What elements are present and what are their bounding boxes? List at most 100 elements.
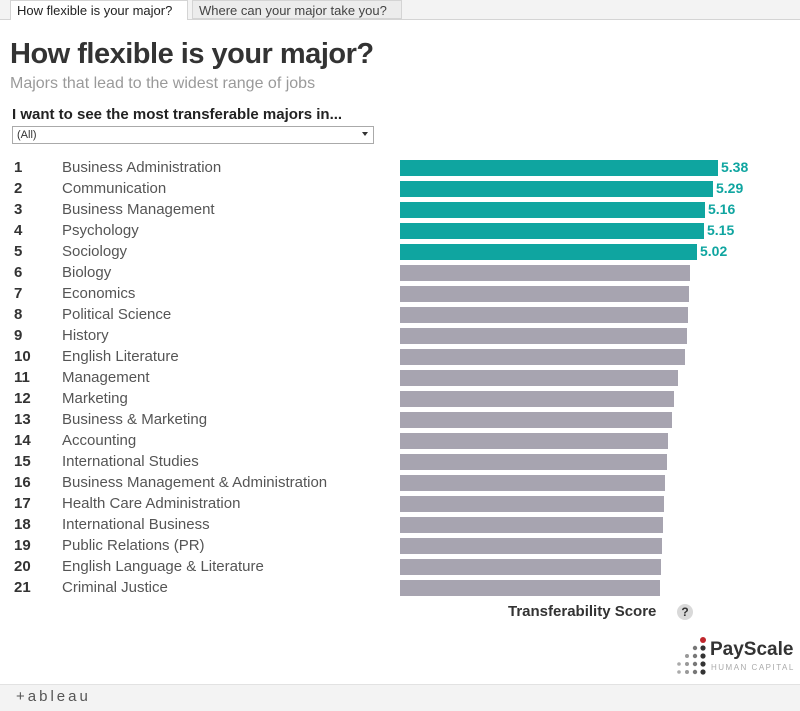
rank-label: 10 bbox=[14, 348, 31, 365]
chart-row[interactable]: 20 English Language & Literature bbox=[0, 557, 800, 578]
bar[interactable] bbox=[400, 433, 668, 449]
bar[interactable] bbox=[400, 475, 665, 491]
rank-label: 7 bbox=[14, 285, 23, 302]
chart-row[interactable]: 5 Sociology 5.02 bbox=[0, 242, 800, 263]
chart-row[interactable]: 14 Accounting bbox=[0, 431, 800, 452]
chart-row[interactable]: 11 Management bbox=[0, 368, 800, 389]
major-label: Economics bbox=[62, 285, 136, 302]
tab-bar: How flexible is your major? Where can yo… bbox=[0, 0, 800, 20]
rank-label: 11 bbox=[14, 369, 30, 386]
rank-label: 18 bbox=[14, 516, 31, 533]
rank-label: 20 bbox=[14, 558, 31, 575]
major-label: Management bbox=[62, 369, 150, 386]
major-label: Sociology bbox=[62, 243, 128, 260]
chart-row[interactable]: 10 English Literature bbox=[0, 347, 800, 368]
chart-row[interactable]: 16 Business Management & Administration bbox=[0, 473, 800, 494]
payscale-logo[interactable]: PayScale HUMAN CAPITAL bbox=[672, 636, 797, 676]
rank-label: 3 bbox=[14, 201, 23, 218]
bar[interactable] bbox=[400, 202, 705, 218]
rank-label: 16 bbox=[14, 474, 31, 491]
rank-label: 4 bbox=[14, 222, 23, 239]
tab-where-can-major-take-you[interactable]: Where can your major take you? bbox=[192, 0, 402, 19]
data-label: 5.15 bbox=[707, 222, 735, 238]
logo-name: PayScale bbox=[710, 639, 794, 660]
major-label: History bbox=[62, 327, 109, 344]
bar[interactable] bbox=[400, 412, 672, 428]
major-label: Communication bbox=[62, 180, 167, 197]
bar[interactable] bbox=[400, 328, 687, 344]
chart-row[interactable]: 15 International Studies bbox=[0, 452, 800, 473]
bar[interactable] bbox=[400, 160, 718, 176]
chart-row[interactable]: 19 Public Relations (PR) bbox=[0, 536, 800, 557]
page-subtitle: Majors that lead to the widest range of … bbox=[10, 75, 316, 92]
data-label: 5.29 bbox=[716, 180, 744, 196]
chart-row[interactable]: 2 Communication 5.29 bbox=[0, 179, 800, 200]
bar[interactable] bbox=[400, 391, 674, 407]
chart-row[interactable]: 17 Health Care Administration bbox=[0, 494, 800, 515]
major-label: Psychology bbox=[62, 222, 139, 239]
axis-title: Transferability Score bbox=[508, 603, 657, 620]
chart-row[interactable]: 8 Political Science bbox=[0, 305, 800, 326]
bar[interactable] bbox=[400, 265, 690, 281]
major-label: Business & Marketing bbox=[62, 411, 208, 428]
bar[interactable] bbox=[400, 370, 678, 386]
major-label: Political Science bbox=[62, 306, 172, 323]
bar[interactable] bbox=[400, 286, 689, 302]
data-label: 5.38 bbox=[721, 159, 749, 175]
major-label: Biology bbox=[62, 264, 112, 281]
rank-label: 9 bbox=[14, 327, 23, 344]
tableau-footer: +ableau bbox=[0, 684, 800, 711]
bar[interactable] bbox=[400, 181, 713, 197]
page-title: How flexible is your major? bbox=[10, 38, 374, 70]
bar[interactable] bbox=[400, 349, 685, 365]
major-filter-dropdown[interactable]: (All) bbox=[12, 126, 374, 144]
chart-row[interactable]: 21 Criminal Justice bbox=[0, 578, 800, 599]
rank-label: 13 bbox=[14, 411, 31, 428]
logo-tagline: HUMAN CAPITAL bbox=[711, 663, 795, 672]
major-label: Accounting bbox=[62, 432, 137, 449]
major-label: International Studies bbox=[62, 453, 199, 470]
bar[interactable] bbox=[400, 538, 662, 554]
chart-row[interactable]: 18 International Business bbox=[0, 515, 800, 536]
major-label: Business Administration bbox=[62, 159, 222, 176]
chart-row[interactable]: 4 Psychology 5.15 bbox=[0, 221, 800, 242]
bar[interactable] bbox=[400, 496, 664, 512]
tab-how-flexible[interactable]: How flexible is your major? bbox=[10, 0, 188, 20]
rank-label: 15 bbox=[14, 453, 31, 470]
chart-row[interactable]: 13 Business & Marketing bbox=[0, 410, 800, 431]
rank-label: 21 bbox=[14, 579, 31, 596]
bar[interactable] bbox=[400, 517, 663, 533]
data-label: 5.16 bbox=[708, 201, 736, 217]
chart-row[interactable]: 1 Business Administration 5.38 bbox=[0, 158, 800, 179]
tableau-logo[interactable]: +ableau bbox=[16, 688, 91, 705]
bar[interactable] bbox=[400, 223, 704, 239]
bar[interactable] bbox=[400, 580, 660, 596]
major-label: Marketing bbox=[62, 390, 128, 407]
major-label: Health Care Administration bbox=[62, 495, 241, 512]
chart-row[interactable]: 9 History bbox=[0, 326, 800, 347]
filter-label: I want to see the most transferable majo… bbox=[12, 106, 343, 123]
chart-row[interactable]: 12 Marketing bbox=[0, 389, 800, 410]
major-label: Business Management & Administration bbox=[62, 474, 328, 491]
bar[interactable] bbox=[400, 559, 661, 575]
rank-label: 2 bbox=[14, 180, 23, 197]
bar[interactable] bbox=[400, 307, 688, 323]
rank-label: 5 bbox=[14, 243, 23, 260]
rank-label: 6 bbox=[14, 264, 23, 281]
rank-label: 1 bbox=[14, 159, 23, 176]
major-label: Criminal Justice bbox=[62, 579, 168, 596]
rank-label: 8 bbox=[14, 306, 23, 323]
chart-row[interactable]: 3 Business Management 5.16 bbox=[0, 200, 800, 221]
major-label: Business Management bbox=[62, 201, 215, 218]
chart-row[interactable]: 6 Biology bbox=[0, 263, 800, 284]
chart-row[interactable]: 7 Economics bbox=[0, 284, 800, 305]
major-label: International Business bbox=[62, 516, 210, 533]
payscale-dots-icon bbox=[677, 637, 706, 675]
filter-selected-value: (All) bbox=[17, 129, 37, 141]
bar[interactable] bbox=[400, 454, 667, 470]
rank-label: 14 bbox=[14, 432, 31, 449]
chevron-down-icon bbox=[362, 132, 368, 136]
help-icon[interactable]: ? bbox=[677, 604, 693, 620]
bar[interactable] bbox=[400, 244, 697, 260]
major-label: English Language & Literature bbox=[62, 558, 264, 575]
